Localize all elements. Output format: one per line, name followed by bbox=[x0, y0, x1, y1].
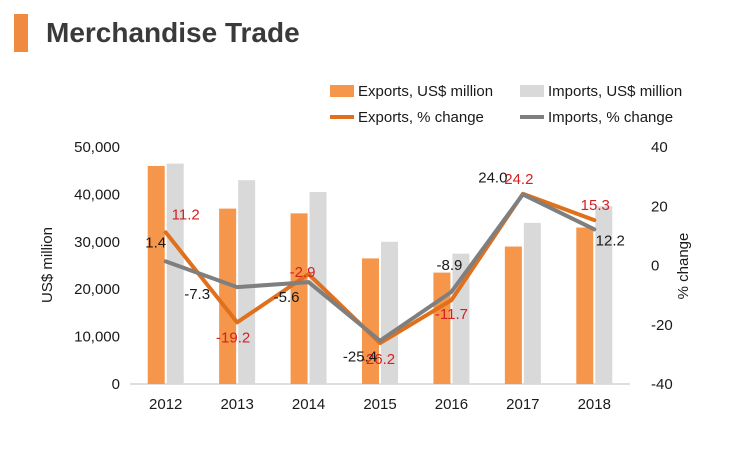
y2-tick-label: 0 bbox=[651, 258, 659, 275]
legend-label: Imports, % change bbox=[548, 109, 673, 126]
imports-change-label: 1.4 bbox=[145, 234, 166, 251]
x-tick-label: 2012 bbox=[149, 396, 182, 413]
x-tick-label: 2014 bbox=[292, 396, 325, 413]
x-tick-label: 2016 bbox=[435, 396, 468, 413]
exports-change-label: 11.2 bbox=[172, 206, 200, 223]
y-tick-label: 40,000 bbox=[74, 186, 120, 203]
imports-change-label: -7.3 bbox=[184, 286, 210, 303]
y-tick-label: 30,000 bbox=[74, 234, 120, 251]
page-title: Merchandise Trade bbox=[46, 17, 300, 48]
legend-label: Imports, US$ million bbox=[548, 83, 682, 100]
x-tick-label: 2018 bbox=[578, 396, 611, 413]
imports-change-line bbox=[163, 192, 597, 343]
legend-swatch bbox=[330, 85, 354, 97]
exports-bar bbox=[433, 272, 451, 384]
exports-bar bbox=[147, 165, 165, 384]
imports-bar bbox=[238, 180, 256, 384]
y2-axis-title: % change bbox=[675, 233, 692, 300]
x-tick-label: 2017 bbox=[506, 396, 539, 413]
y2-tick-label: -20 bbox=[651, 317, 673, 334]
imports-change-label: 24.0 bbox=[478, 169, 507, 186]
imports-change-label: -25.4 bbox=[343, 349, 377, 366]
x-tick-label: 2013 bbox=[220, 396, 253, 413]
exports-bar bbox=[219, 208, 237, 384]
imports-bar bbox=[381, 241, 398, 384]
legend-swatch bbox=[520, 85, 544, 97]
imports-bar bbox=[595, 206, 613, 384]
y2-tick-label: -40 bbox=[651, 376, 673, 393]
y-tick-label: 20,000 bbox=[74, 281, 120, 298]
exports-change-label: -19.2 bbox=[216, 329, 250, 346]
exports-bar bbox=[576, 227, 594, 384]
exports-change-label: 15.3 bbox=[581, 197, 610, 214]
title-accent-bar bbox=[14, 14, 28, 52]
exports-bar bbox=[290, 213, 308, 384]
exports-change-label: -11.7 bbox=[435, 306, 468, 323]
imports-change-label: -8.9 bbox=[436, 257, 462, 274]
legend-label: Exports, US$ million bbox=[358, 83, 493, 100]
y2-tick-label: 40 bbox=[651, 139, 668, 156]
x-tick-label: 2015 bbox=[363, 396, 396, 413]
y-tick-label: 10,000 bbox=[74, 329, 120, 346]
imports-change-label: 12.2 bbox=[596, 232, 625, 249]
y-tick-label: 0 bbox=[112, 376, 120, 393]
exports-bar bbox=[362, 258, 379, 384]
legend-label: Exports, % change bbox=[358, 109, 484, 126]
y2-tick-label: 20 bbox=[651, 198, 668, 215]
exports-change-label: 24.2 bbox=[504, 171, 533, 188]
exports-bar bbox=[504, 246, 522, 384]
imports-bar bbox=[166, 163, 184, 384]
imports-bar bbox=[523, 222, 541, 384]
imports-change-label: -5.6 bbox=[274, 289, 300, 306]
y-axis-title: US$ million bbox=[39, 227, 56, 303]
exports-change-label: -26.2 bbox=[361, 351, 395, 368]
y-tick-label: 50,000 bbox=[74, 139, 120, 156]
exports-change-label: -2.9 bbox=[290, 264, 316, 281]
